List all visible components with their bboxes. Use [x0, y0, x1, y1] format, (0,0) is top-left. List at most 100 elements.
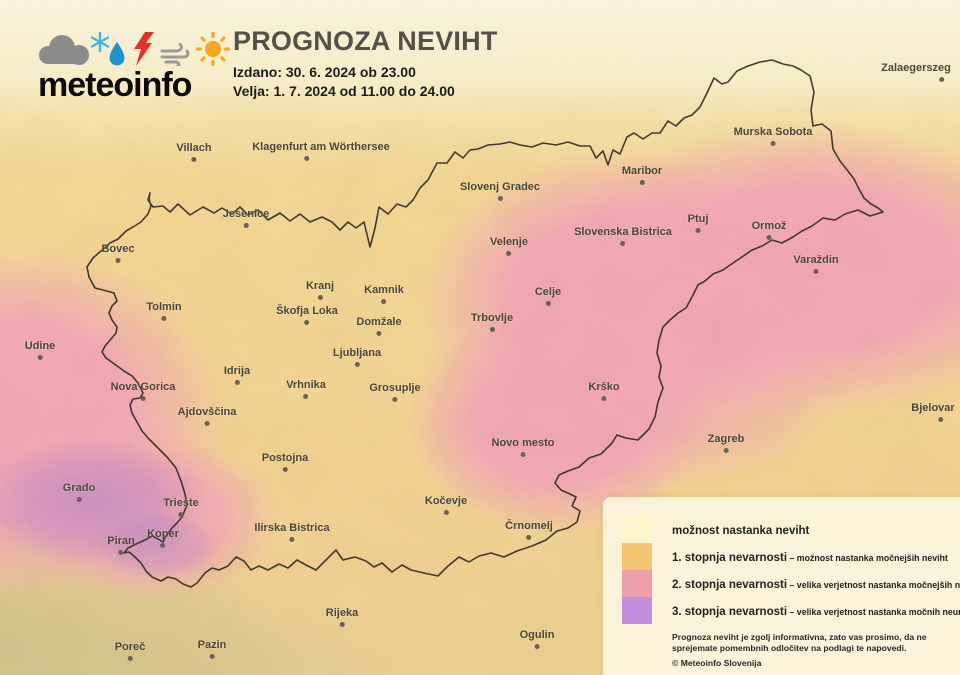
lightning-bolt-icon — [134, 32, 154, 66]
legend-color-swatch — [622, 543, 652, 570]
legend-items: možnost nastanka neviht 1. stopnja nevarn… — [622, 516, 960, 624]
city-marker: Kranj — [306, 280, 334, 300]
city-marker: Idrija — [224, 365, 250, 385]
city-label: Varaždin — [793, 254, 839, 266]
legend-color-swatch — [622, 570, 652, 597]
city-marker: Bjelovar — [911, 402, 960, 422]
page-title: PROGNOZA NEVIHT — [233, 26, 498, 56]
city-label: Zalaegerszeg — [881, 62, 951, 74]
city-marker: Udine — [24, 340, 56, 360]
city-dot — [161, 316, 167, 321]
city-label: Zagreb — [707, 433, 745, 445]
city-label: Slovenj Gradec — [459, 181, 541, 193]
legend-disclaimer: Prognoza neviht je zgolj informativna, z… — [672, 632, 927, 653]
city-marker: Kočevje — [425, 495, 467, 515]
city-label: Nova Gorica — [110, 381, 176, 393]
city-label: Bjelovar — [911, 402, 955, 414]
city-dot — [534, 644, 540, 649]
legend-item: 1. stopnja nevarnosti – možnost nastanka… — [622, 543, 960, 570]
city-dot — [601, 396, 607, 401]
city-dot — [392, 397, 398, 402]
city-marker: Kamnik — [364, 284, 404, 304]
city-dot — [766, 235, 772, 240]
city-label: Velenje — [490, 236, 528, 248]
city-dot — [545, 301, 551, 306]
city-label: Novo mesto — [491, 437, 555, 449]
city-dot — [723, 448, 729, 453]
city-marker: Ormož — [752, 220, 786, 240]
cloud-icon — [39, 35, 89, 65]
city-dot — [127, 656, 133, 661]
city-label: Kamnik — [364, 284, 404, 296]
sun-icon — [196, 32, 230, 66]
snowflake-icon — [90, 32, 110, 52]
city-marker: Trieste — [163, 497, 199, 517]
city-label: Ajdovščina — [177, 406, 237, 418]
city-label: Koper — [147, 528, 179, 540]
city-label: Idrija — [223, 365, 251, 377]
city-dot — [770, 141, 776, 146]
city-dot — [76, 497, 82, 502]
city-dot — [443, 510, 449, 515]
legend-item-text: 1. stopnja nevarnosti – možnost nastanka… — [672, 551, 948, 564]
city-dot — [317, 295, 323, 300]
city-label: Vrhnika — [286, 379, 326, 391]
issued-line: Izdano: 30. 6. 2024 ob 23.00 — [233, 64, 416, 80]
city-marker: Bovec — [101, 243, 135, 263]
city-dot — [160, 543, 166, 548]
city-dot — [506, 251, 512, 256]
city-dot — [520, 452, 526, 457]
legend-copyright: © Meteoinfo Slovenija — [672, 658, 762, 668]
legend-color-swatch — [622, 516, 652, 543]
city-dot — [37, 355, 43, 360]
city-marker: Črnomelj — [505, 520, 553, 540]
city-label: Villach — [176, 142, 212, 154]
city-marker: Ogulin — [519, 629, 555, 649]
city-dot — [376, 331, 382, 336]
city-dot — [813, 269, 819, 274]
city-dot — [178, 512, 184, 517]
city-marker: Maribor — [622, 165, 662, 185]
city-label: Ogulin — [519, 629, 555, 641]
city-label: Udine — [24, 340, 56, 352]
city-label: Tolmin — [146, 301, 182, 313]
city-marker: Postojna — [262, 452, 308, 472]
city-label: Trieste — [163, 497, 199, 509]
city-marker: Tolmin — [146, 301, 182, 321]
city-marker: Slovenska Bistrica — [574, 226, 672, 246]
meteoinfo-logo: meteoinfo — [38, 26, 230, 103]
logo-icon-row — [38, 26, 230, 66]
valid-line: Velja: 1. 7. 2024 od 11.00 do 24.00 — [233, 83, 455, 99]
city-dot — [303, 394, 309, 399]
city-dot — [209, 654, 215, 659]
city-dot — [204, 421, 210, 426]
city-marker: Ptuj — [688, 213, 708, 233]
city-label: Murska Sobota — [733, 126, 813, 138]
city-label: Trbovlje — [470, 312, 514, 324]
city-label: Škofja Loka — [276, 305, 338, 317]
city-label: Pazin — [197, 639, 227, 651]
city-dot — [304, 156, 310, 161]
city-dot — [289, 537, 295, 542]
city-marker: Jesenice — [223, 208, 269, 228]
city-label: Ilirska Bistrica — [254, 522, 330, 534]
city-dot — [620, 241, 626, 246]
city-marker: Klagenfurt am Wörthersee — [238, 141, 390, 161]
city-dot — [243, 223, 249, 228]
city-label: Bovec — [101, 243, 135, 255]
legend-item-text: možnost nastanka neviht — [672, 524, 810, 537]
city-label: Črnomelj — [505, 520, 553, 532]
legend-color-swatch — [622, 597, 652, 624]
city-dot — [234, 380, 240, 385]
city-marker: Grosuplje — [369, 382, 421, 402]
city-dot — [938, 417, 944, 422]
droplet-icon — [109, 42, 125, 66]
city-marker: Rijeka — [326, 607, 358, 627]
city-label: Ljubljana — [332, 347, 382, 359]
city-dot — [354, 362, 360, 367]
city-marker: Ilirska Bistrica — [254, 522, 330, 542]
city-marker: Murska Sobota — [733, 126, 813, 146]
city-marker: Krško — [588, 381, 620, 401]
city-marker: Trbovlje — [471, 312, 513, 332]
